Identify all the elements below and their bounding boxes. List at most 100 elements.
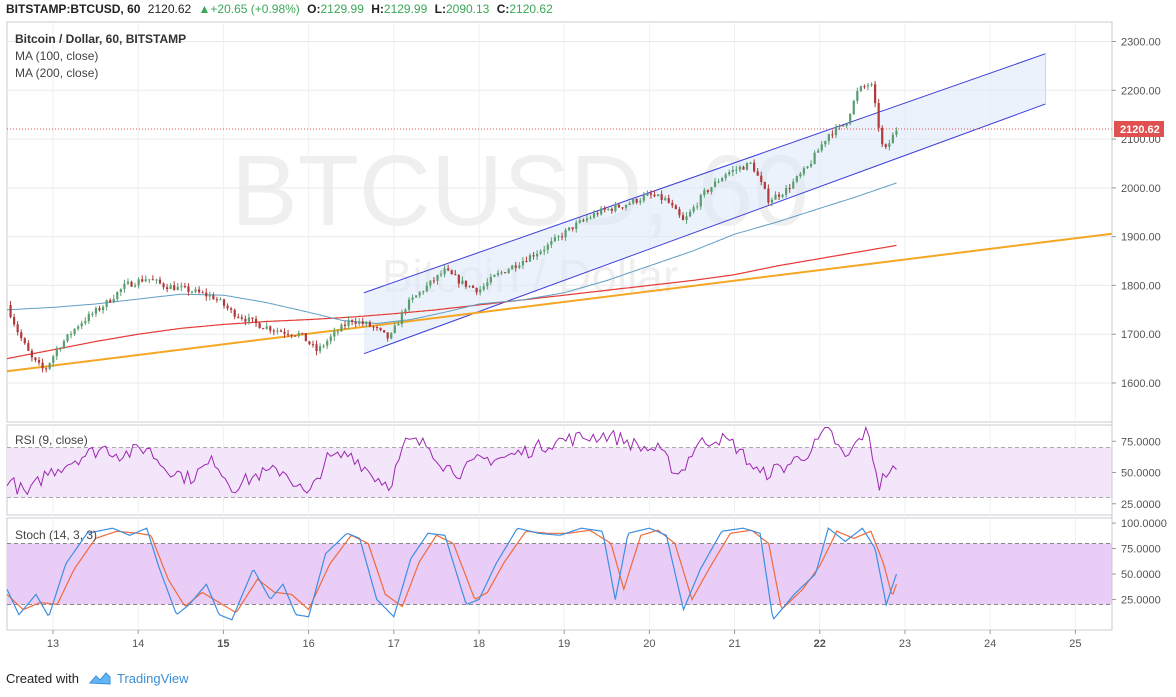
candle-body [489, 276, 492, 283]
stoch-d-line [6, 529, 898, 613]
candle-body [493, 274, 496, 277]
candle-body [286, 333, 290, 335]
ma200-legend[interactable]: MA (200, close) [15, 66, 99, 80]
candle-body [279, 330, 283, 332]
candle-body [318, 346, 322, 352]
candle-body [503, 272, 507, 274]
candles [9, 80, 898, 373]
candle-body [813, 152, 816, 164]
candle-body [550, 241, 553, 245]
candle-body [788, 187, 791, 189]
stoch-legend[interactable]: Stoch (14, 3, 3) [15, 528, 98, 542]
support-trendline [6, 232, 1113, 373]
candle-body [692, 207, 695, 212]
candle-body [251, 317, 254, 319]
candle-body [447, 268, 450, 271]
time-axis-bg [0, 631, 1176, 662]
candle-body [713, 181, 717, 188]
candle-body [272, 330, 275, 332]
price-axis-label: 1600.00 [1121, 378, 1161, 390]
candle-body [660, 194, 663, 200]
symbol-label[interactable]: BITSTAMP:BTCUSD, 60 [6, 2, 141, 16]
candle-body [365, 322, 368, 324]
candle-body [688, 211, 692, 217]
candle-body [23, 338, 26, 344]
candle-body [617, 204, 621, 208]
candle-body [418, 292, 421, 296]
candle-body [379, 327, 382, 331]
candle-body [536, 253, 539, 257]
chart-canvas[interactable]: BTCUSD, 60 Bitcoin / Dollar 1600.001700.… [0, 0, 1176, 662]
candle-body [856, 90, 859, 101]
candle-body [568, 227, 571, 231]
candle-body [806, 166, 809, 169]
ma200-line [6, 244, 897, 360]
candle-body [486, 282, 489, 287]
candle-body [895, 130, 898, 135]
candle-body [717, 181, 720, 183]
candle-body [52, 356, 55, 363]
candle-body [564, 230, 567, 238]
candle-body [112, 299, 115, 303]
candle-body [607, 208, 610, 210]
close-label: C: [496, 2, 510, 16]
candle-body [667, 198, 670, 203]
price-pane-frame [6, 21, 1113, 423]
candle-body [347, 320, 350, 326]
candle-body [390, 332, 393, 339]
candle-body [525, 260, 528, 262]
candle-body [119, 288, 122, 292]
candle-body [624, 204, 628, 208]
candle-body [326, 341, 329, 346]
symbol-header: BITSTAMP:BTCUSD, 60 2120.62 ▲+20.65 (+0.… [0, 0, 1176, 20]
candle-body [592, 213, 596, 218]
candle-body [151, 279, 154, 281]
candle-body [745, 162, 749, 170]
candle-body [375, 326, 379, 328]
candle-body [66, 334, 69, 342]
time-axis-label: 16 [302, 638, 314, 650]
candle-body [16, 324, 19, 333]
candle-body [521, 260, 524, 266]
candle-body [728, 171, 731, 175]
price-axis-label: 1900.00 [1121, 232, 1161, 244]
candle-body [799, 173, 802, 177]
candle-body [311, 344, 315, 346]
candle-body [244, 318, 247, 322]
candle-body [614, 204, 617, 211]
candle-body [215, 299, 219, 301]
rsi-legend[interactable]: RSI (9, close) [15, 433, 88, 447]
candle-body [190, 291, 194, 293]
candle-body [756, 171, 759, 176]
last-price: 2120.62 [147, 2, 192, 16]
time-axis-label: 23 [899, 638, 911, 650]
time-axis-label: 14 [132, 638, 144, 650]
candle-body [479, 289, 482, 293]
candle-body [496, 272, 500, 275]
candle-body [73, 328, 76, 335]
candle-body [20, 332, 23, 339]
candle-body [240, 317, 243, 319]
candle-body [859, 86, 862, 91]
candle-body [148, 279, 151, 281]
channel-upper-line [363, 53, 1046, 294]
ma100-legend[interactable]: MA (100, close) [15, 49, 99, 63]
candle-body [532, 255, 535, 257]
candle-body [881, 127, 884, 145]
candle-body [742, 166, 745, 170]
axes: 1600.00 1700.00 1800.00 1900.00 2000.00 2100.… [0, 22, 1176, 662]
time-axis-label: 21 [728, 638, 740, 650]
candle-body [212, 295, 215, 300]
time-axis-label: 20 [643, 638, 655, 650]
candle-body [671, 202, 674, 206]
candle-body [262, 328, 265, 330]
candle-body [749, 162, 752, 164]
candle-body [87, 314, 90, 322]
candle-body [59, 348, 62, 350]
candle-body [91, 313, 94, 315]
candle-body [678, 209, 681, 216]
price-legend: Bitcoin / Dollar, 60, BITSTAMP MA (100, … [15, 31, 186, 82]
candle-body [208, 295, 211, 297]
candle-body [795, 176, 798, 182]
tradingview-link[interactable]: TradingView [117, 671, 189, 686]
